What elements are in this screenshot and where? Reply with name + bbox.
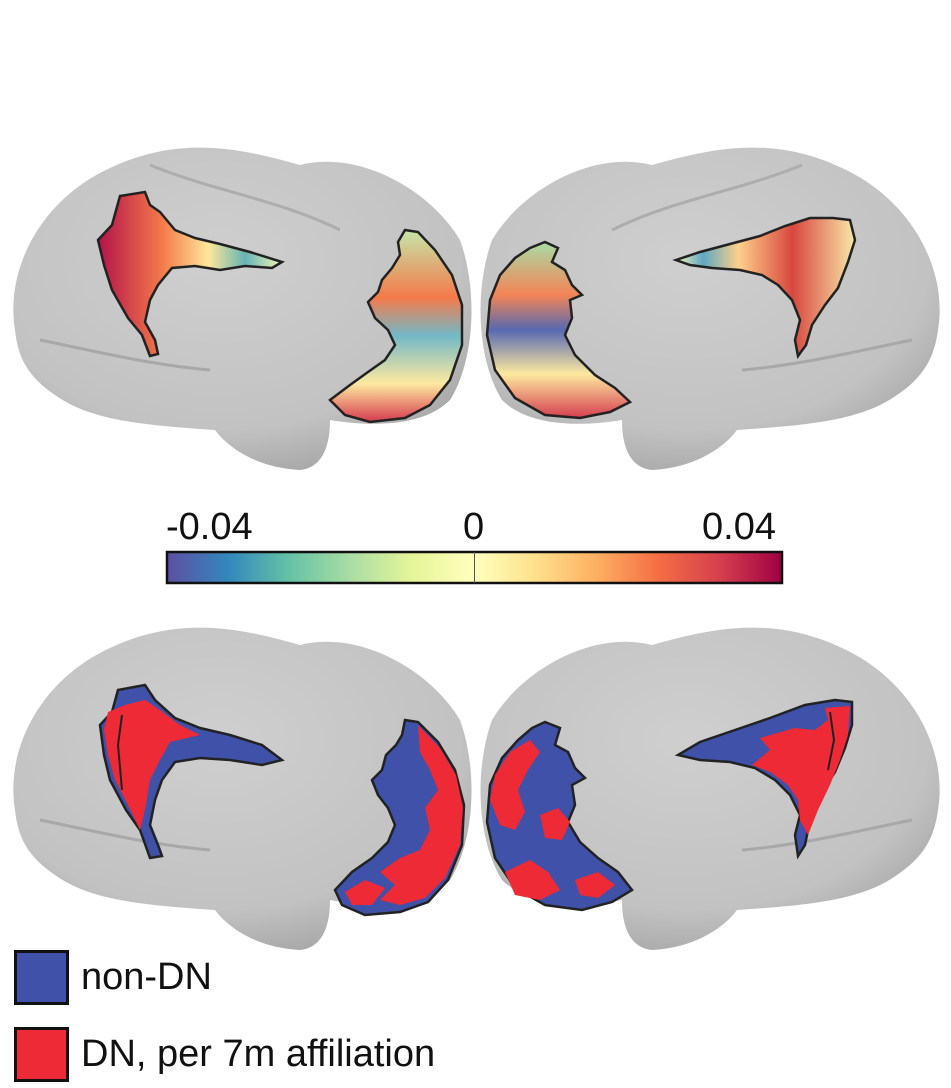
- dn-outline: [827, 711, 836, 771]
- brain-top-right: [480, 147, 940, 470]
- legend-swatch-non-dn: [14, 950, 69, 1005]
- brain-sulcus: [741, 818, 913, 852]
- dn-region: [345, 880, 385, 905]
- dn-region: [540, 808, 570, 840]
- dn-outline: [116, 714, 123, 791]
- dn-region: [104, 700, 200, 830]
- colorbar-max-label: 0.04: [702, 506, 776, 548]
- dn-region: [380, 725, 463, 905]
- colorbar-mid-label: 0: [463, 506, 485, 548]
- legend-item-non-dn: non-DN: [14, 950, 212, 1005]
- brain-bottom-right: [480, 627, 940, 950]
- brain-bottom-left: [13, 627, 472, 950]
- heatmap-region: [328, 228, 464, 424]
- legend-item-dn: DN, per 7m affiliation: [14, 1027, 435, 1082]
- dn-region: [490, 740, 540, 830]
- brain-sulcus: [39, 338, 211, 372]
- legend-label: DN, per 7m affiliation: [81, 1033, 436, 1075]
- dn-region: [752, 706, 850, 835]
- heatmap-region: [672, 216, 857, 360]
- heatmap-region: [96, 190, 286, 358]
- brain-top-left: [13, 147, 472, 470]
- brain-sulcus: [741, 338, 913, 372]
- legend-label: non-DN: [81, 956, 212, 998]
- legend-swatch-dn: [14, 1027, 69, 1082]
- dn-region: [575, 872, 615, 898]
- dn-region: [505, 860, 560, 900]
- colorbar: [165, 550, 784, 585]
- colorbar-min-label: -0.04: [166, 506, 253, 548]
- brain-sulcus: [149, 163, 341, 232]
- brain-sulcus: [611, 163, 803, 232]
- heatmap-region: [485, 240, 633, 420]
- brain-sulcus: [39, 818, 211, 852]
